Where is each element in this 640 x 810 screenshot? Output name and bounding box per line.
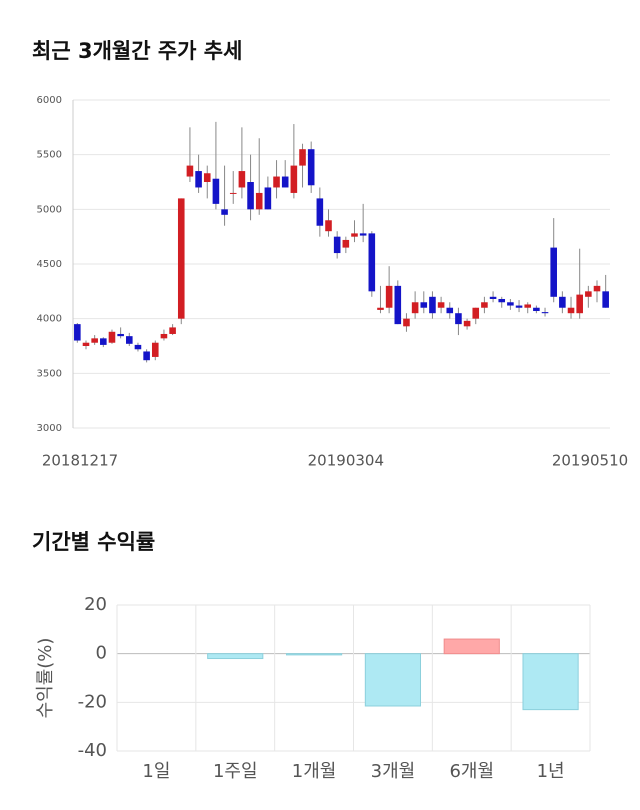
candle-body (403, 318, 410, 327)
candle-body (91, 338, 98, 343)
candle-body (420, 302, 428, 308)
x-tick-label: 1주일 (213, 761, 258, 782)
y-tick-label: 0 (96, 643, 107, 664)
candle-body (351, 233, 358, 237)
y-tick-label: 5500 (37, 150, 62, 161)
candle-body (143, 351, 150, 361)
x-tick-label: 1년 (537, 761, 565, 782)
candle-body (593, 285, 601, 292)
candle-body (463, 320, 471, 327)
x-tick-label: 3개월 (371, 761, 416, 782)
candle-body (290, 165, 298, 193)
x-tick-label: 20181217 (42, 452, 118, 470)
candle-body (108, 331, 116, 343)
candle-body (74, 324, 81, 341)
candle-body (160, 333, 168, 339)
y-tick-label: 4500 (37, 259, 62, 270)
candle-body (524, 304, 532, 308)
candle-body (82, 342, 90, 346)
chart-title: 최근 3개월간 주가 추세 (32, 39, 242, 63)
candle-body (472, 307, 480, 319)
bar (207, 653, 264, 660)
candle-body (100, 338, 107, 345)
y-tick-label: -20 (78, 691, 107, 712)
x-tick-label: 1일 (142, 761, 170, 782)
y-tick-label: 6000 (37, 95, 62, 106)
candle-body (585, 291, 592, 297)
x-tick-label: 20190304 (308, 452, 384, 470)
candle-body (576, 294, 583, 314)
y-tick-label: 5000 (37, 204, 62, 215)
x-tick-label: 1개월 (292, 761, 337, 782)
candle-body (238, 171, 246, 188)
candle-body (325, 220, 332, 232)
bar (443, 638, 500, 655)
candle-body (455, 313, 462, 325)
candle-body (229, 192, 237, 194)
candle-body (541, 312, 549, 314)
y-tick-label: 3500 (37, 368, 62, 379)
candle-body (385, 285, 393, 308)
candle-body (394, 285, 402, 325)
candle-body (151, 342, 159, 357)
candle-body (212, 178, 220, 204)
candle-body (186, 165, 194, 177)
candle-body (255, 192, 263, 210)
candle-body (481, 302, 488, 308)
y-tick-label: 20 (84, 594, 107, 615)
candle-body (368, 233, 376, 292)
candle-body (333, 236, 341, 254)
candle-body (134, 344, 142, 350)
bar (364, 653, 422, 707)
candle-body (117, 333, 124, 337)
candle-body (515, 305, 523, 308)
candle-body (247, 182, 254, 210)
candle-body (498, 298, 506, 303)
candle-body (550, 247, 557, 297)
candle-body (342, 239, 350, 248)
chart-title: 기간별 수익률 (32, 530, 155, 554)
candle-body (307, 149, 315, 186)
candle-body (273, 176, 280, 188)
candle-body (195, 171, 202, 188)
candle-body (281, 176, 289, 188)
candle-body (533, 307, 540, 312)
bar (522, 653, 579, 711)
candle-body (489, 296, 497, 299)
candle-body (507, 302, 514, 306)
candle-body (359, 233, 367, 236)
candle-body (203, 173, 211, 182)
candle-body (316, 198, 324, 226)
y-tick-label: 3000 (37, 423, 62, 434)
y-tick-label: 4000 (37, 314, 62, 325)
candle-body (377, 307, 384, 310)
candle-body (169, 327, 176, 334)
candle-body (437, 302, 445, 308)
candle-body (446, 307, 454, 314)
candle-body (264, 187, 272, 210)
bar (285, 653, 343, 656)
candle-body (567, 307, 575, 314)
y-axis-label: 수익률(%) (35, 638, 56, 719)
candle-body (559, 296, 566, 308)
x-tick-label: 6개월 (449, 761, 494, 782)
candle-body (411, 302, 419, 314)
candle-body (177, 198, 185, 319)
y-tick-label: -40 (78, 740, 107, 761)
candle-body (126, 336, 133, 344)
candle-body (429, 296, 436, 314)
x-tick-label: 20190510 (552, 452, 628, 470)
candle-body (602, 291, 609, 308)
candle-body (221, 209, 228, 215)
candle-body (299, 149, 306, 166)
